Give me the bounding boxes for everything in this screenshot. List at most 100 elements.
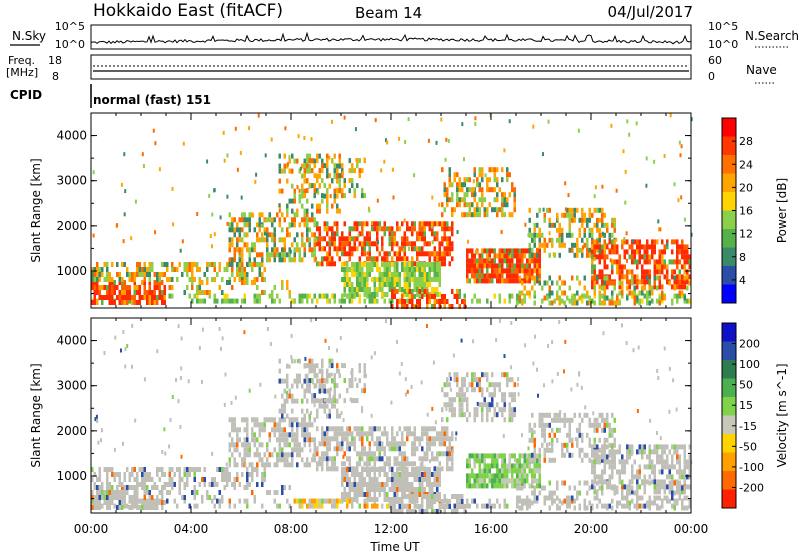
echo-cell	[548, 231, 551, 236]
echo-cell	[258, 217, 261, 223]
echo-cell	[391, 304, 394, 309]
echo-cell	[436, 299, 439, 304]
echo-cell	[173, 267, 176, 272]
echo-cell	[303, 388, 306, 394]
echo-cell	[373, 503, 376, 509]
echo-cell	[366, 262, 369, 267]
echo-cell	[443, 382, 446, 388]
echo-cell	[103, 295, 106, 300]
echo-cell	[208, 290, 211, 295]
echo-cell	[591, 298, 594, 304]
echo-cell	[401, 431, 404, 437]
echo-cell	[481, 478, 484, 484]
echo-cell	[261, 422, 264, 428]
echo-cell	[363, 498, 366, 504]
echo-cell	[91, 490, 94, 495]
echo-cell	[433, 256, 436, 262]
echo-cell	[326, 431, 329, 437]
echo-cell	[93, 485, 96, 490]
echo-cell	[91, 498, 94, 504]
echo-cell	[236, 432, 239, 438]
echo-cell	[186, 262, 189, 267]
echo-cell	[501, 197, 504, 203]
echo-cell	[542, 152, 544, 157]
echo-cell	[356, 277, 359, 282]
echo-cell	[258, 252, 261, 258]
echo-cell	[541, 285, 544, 291]
echo-cell	[438, 497, 441, 502]
echo-cell	[413, 221, 416, 227]
echo-cell	[593, 417, 596, 423]
echo-cell	[653, 489, 656, 495]
echo-cell	[548, 252, 551, 258]
echo-cell	[351, 282, 354, 287]
echo-cell	[428, 477, 431, 482]
echo-cell	[546, 495, 549, 501]
echo-cell	[381, 456, 384, 462]
echo-cell	[641, 285, 644, 291]
echo-cell	[658, 254, 661, 260]
echo-cell	[391, 504, 394, 509]
echo-cell	[436, 287, 439, 292]
echo-cell	[466, 273, 469, 279]
echo-cell	[536, 483, 539, 489]
echo-cell	[568, 485, 571, 491]
echo-cell	[126, 267, 129, 272]
echo-cell	[231, 285, 234, 290]
echo-cell	[286, 378, 289, 384]
echo-cell	[348, 426, 351, 432]
echo-cell	[443, 509, 446, 514]
echo-cell	[441, 441, 444, 447]
echo-cell	[551, 237, 554, 243]
echo-cell	[388, 461, 391, 467]
echo-cell	[566, 442, 569, 448]
echo-cell	[568, 285, 571, 291]
echo-cell	[228, 257, 231, 263]
echo-cell	[121, 262, 124, 267]
echo-cell	[416, 236, 419, 242]
echo-cell	[493, 263, 496, 269]
echo-cell	[148, 300, 151, 305]
echo-cell	[633, 274, 636, 280]
echo-cell	[643, 474, 646, 480]
echo-cell	[373, 461, 376, 467]
echo-cell	[461, 299, 464, 304]
echo-cell	[388, 231, 391, 237]
echo-cell	[408, 246, 411, 251]
echo-cell	[203, 482, 206, 487]
echo-cell	[443, 299, 446, 304]
echo-cell	[316, 503, 319, 509]
echo-cell	[228, 227, 231, 233]
echo-cell	[333, 236, 336, 242]
echo-cell	[626, 249, 629, 255]
echo-cell	[431, 487, 434, 492]
echo-cell	[156, 295, 159, 300]
echo-cell	[548, 480, 551, 486]
echo-cell	[281, 188, 284, 194]
echo-cell	[396, 226, 399, 232]
echo-cell	[358, 431, 361, 437]
echo-cell	[431, 221, 434, 227]
echo-cell	[391, 231, 394, 237]
echo-cell	[151, 477, 154, 482]
echo-cell	[336, 466, 339, 472]
echo-cell	[306, 212, 309, 218]
echo-cell	[338, 158, 341, 164]
echo-cell	[453, 207, 456, 213]
echo-cell	[371, 487, 374, 492]
echo-cell	[168, 477, 171, 482]
echo-cell	[553, 432, 556, 438]
echo-cell	[491, 248, 494, 254]
echo-cell	[103, 490, 106, 495]
echo-cell	[613, 285, 616, 291]
echo-cell	[681, 485, 684, 491]
echo-cell	[458, 177, 461, 183]
echo-cell	[443, 504, 446, 509]
echo-cell	[91, 495, 94, 500]
echo-cell	[483, 258, 486, 264]
echo-cell	[486, 248, 489, 254]
echo-cell	[233, 442, 236, 448]
echo-cell	[628, 132, 631, 137]
echo-cell	[258, 432, 261, 438]
